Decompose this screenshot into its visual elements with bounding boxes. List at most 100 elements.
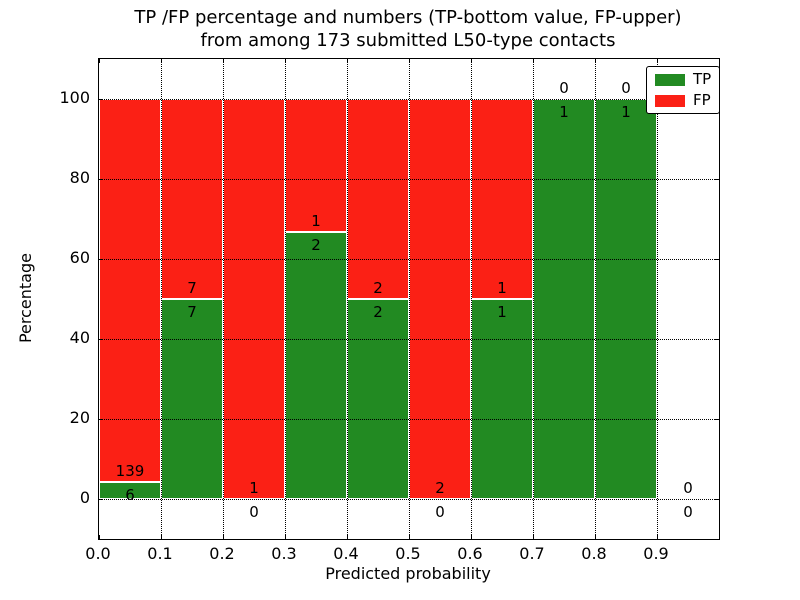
bar-segment-fp [471,99,533,299]
grid-line-vertical [347,59,348,539]
y-tick-label: 80 [69,168,90,187]
x-tick-label: 0.9 [643,544,669,563]
x-tick-label: 0.6 [457,544,483,563]
grid-line-vertical [595,59,596,539]
plot-inner: 139 6 7 7 1 0 1 2 2 2 2 0 1 1 0 1 0 1 0 0 [99,59,719,539]
y-tick-mark [99,259,103,260]
bar-segment-tp [285,232,347,499]
y-tick-mark [99,419,103,420]
chart-title: TP /FP percentage and numbers (TP-bottom… [98,6,718,52]
x-tick-mark [347,535,348,539]
x-tick-mark [285,535,286,539]
x-tick-label: 0.2 [209,544,235,563]
grid-line-horizontal [99,259,719,260]
tp-legend-label: TP [693,70,712,88]
y-tick-label: 60 [69,248,90,267]
x-tick-mark [471,535,472,539]
legend: TP FP [646,66,721,114]
x-tick-mark [533,535,534,539]
fp-count-label: 1 [497,279,507,297]
grid-line-horizontal [99,99,719,100]
y-tick-label: 0 [79,488,90,507]
tp-count-label: 2 [311,236,321,255]
grid-line-vertical [657,59,658,539]
fp-count-label: 7 [187,279,197,297]
bar-segment-fp [161,99,223,299]
tp-legend-swatch [655,73,685,86]
x-tick-mark-top [347,59,348,63]
plot-area: 139 6 7 7 1 0 1 2 2 2 2 0 1 1 0 1 0 1 0 0 [98,58,720,540]
grid-line-vertical [161,59,162,539]
tp-count-label: 6 [125,486,135,505]
y-tick-mark [99,179,103,180]
bar-segment-tp [471,299,533,499]
chart-title-line2: from among 173 submitted L50-type contac… [200,30,616,51]
bar-segment-tp [595,99,657,499]
x-tick-mark-top [409,59,410,63]
y-tick-mark [99,339,103,340]
x-tick-mark [161,535,162,539]
grid-line-vertical [223,59,224,539]
x-tick-mark [657,535,658,539]
x-tick-mark-top [285,59,286,63]
x-tick-label: 0.7 [519,544,545,563]
x-tick-mark-top [533,59,534,63]
fp-count-label: 2 [435,479,445,497]
fp-legend-swatch [655,94,685,107]
tp-count-label: 2 [373,303,383,321]
legend-entry-tp: TP [655,72,711,87]
grid-line-horizontal [99,339,719,340]
bar-segment-fp [285,99,347,233]
y-tick-mark [99,99,103,100]
x-tick-mark [99,535,100,539]
y-tick-mark-right [715,499,719,500]
tp-count-label: 1 [621,103,631,121]
fp-count-label: 2 [373,279,383,297]
x-tick-mark [223,535,224,539]
y-tick-mark [99,499,103,500]
bar-segment-fp [99,99,161,483]
y-axis-label: Percentage [16,253,35,344]
x-axis-label: Predicted probability [325,564,491,583]
fp-count-label: 0 [621,79,631,97]
legend-entry-fp: FP [655,93,711,108]
tp-count-label: 1 [497,303,507,321]
grid-line-vertical [471,59,472,539]
grid-line-vertical [409,59,410,539]
x-tick-label: 0.0 [85,544,111,563]
x-tick-mark-top [99,59,100,63]
x-tick-mark [595,535,596,539]
grid-line-vertical [285,59,286,539]
x-tick-mark [409,535,410,539]
x-tick-mark-top [471,59,472,63]
grid-line-vertical [533,59,534,539]
grid-line-horizontal [99,179,719,180]
fp-count-label: 139 [115,462,145,481]
bar-segment-fp [347,99,409,299]
bar-segment-tp [347,299,409,499]
y-tick-mark-right [715,339,719,340]
x-tick-mark-top [595,59,596,63]
y-tick-label: 40 [69,328,90,347]
x-tick-mark-top [223,59,224,63]
grid-line-horizontal [99,499,719,500]
x-tick-label: 0.4 [333,544,359,563]
chart-title-line1: TP /FP percentage and numbers (TP-bottom… [134,7,682,28]
y-tick-mark-right [715,259,719,260]
fp-count-label: 1 [311,212,321,231]
bar-segment-tp [99,482,161,499]
fp-count-label: 0 [559,79,569,97]
fp-count-label: 0 [683,479,693,497]
bar-segment-fp [223,99,285,499]
x-tick-label: 0.1 [147,544,173,563]
tp-count-label: 0 [435,503,445,521]
x-tick-label: 0.5 [395,544,421,563]
y-tick-mark-right [715,179,719,180]
grid-line-horizontal [99,419,719,420]
bar-segment-fp [409,99,471,499]
x-tick-mark-top [657,59,658,63]
fp-count-label: 1 [249,479,259,497]
tp-count-label: 0 [249,503,259,521]
bar-segment-tp [161,299,223,499]
